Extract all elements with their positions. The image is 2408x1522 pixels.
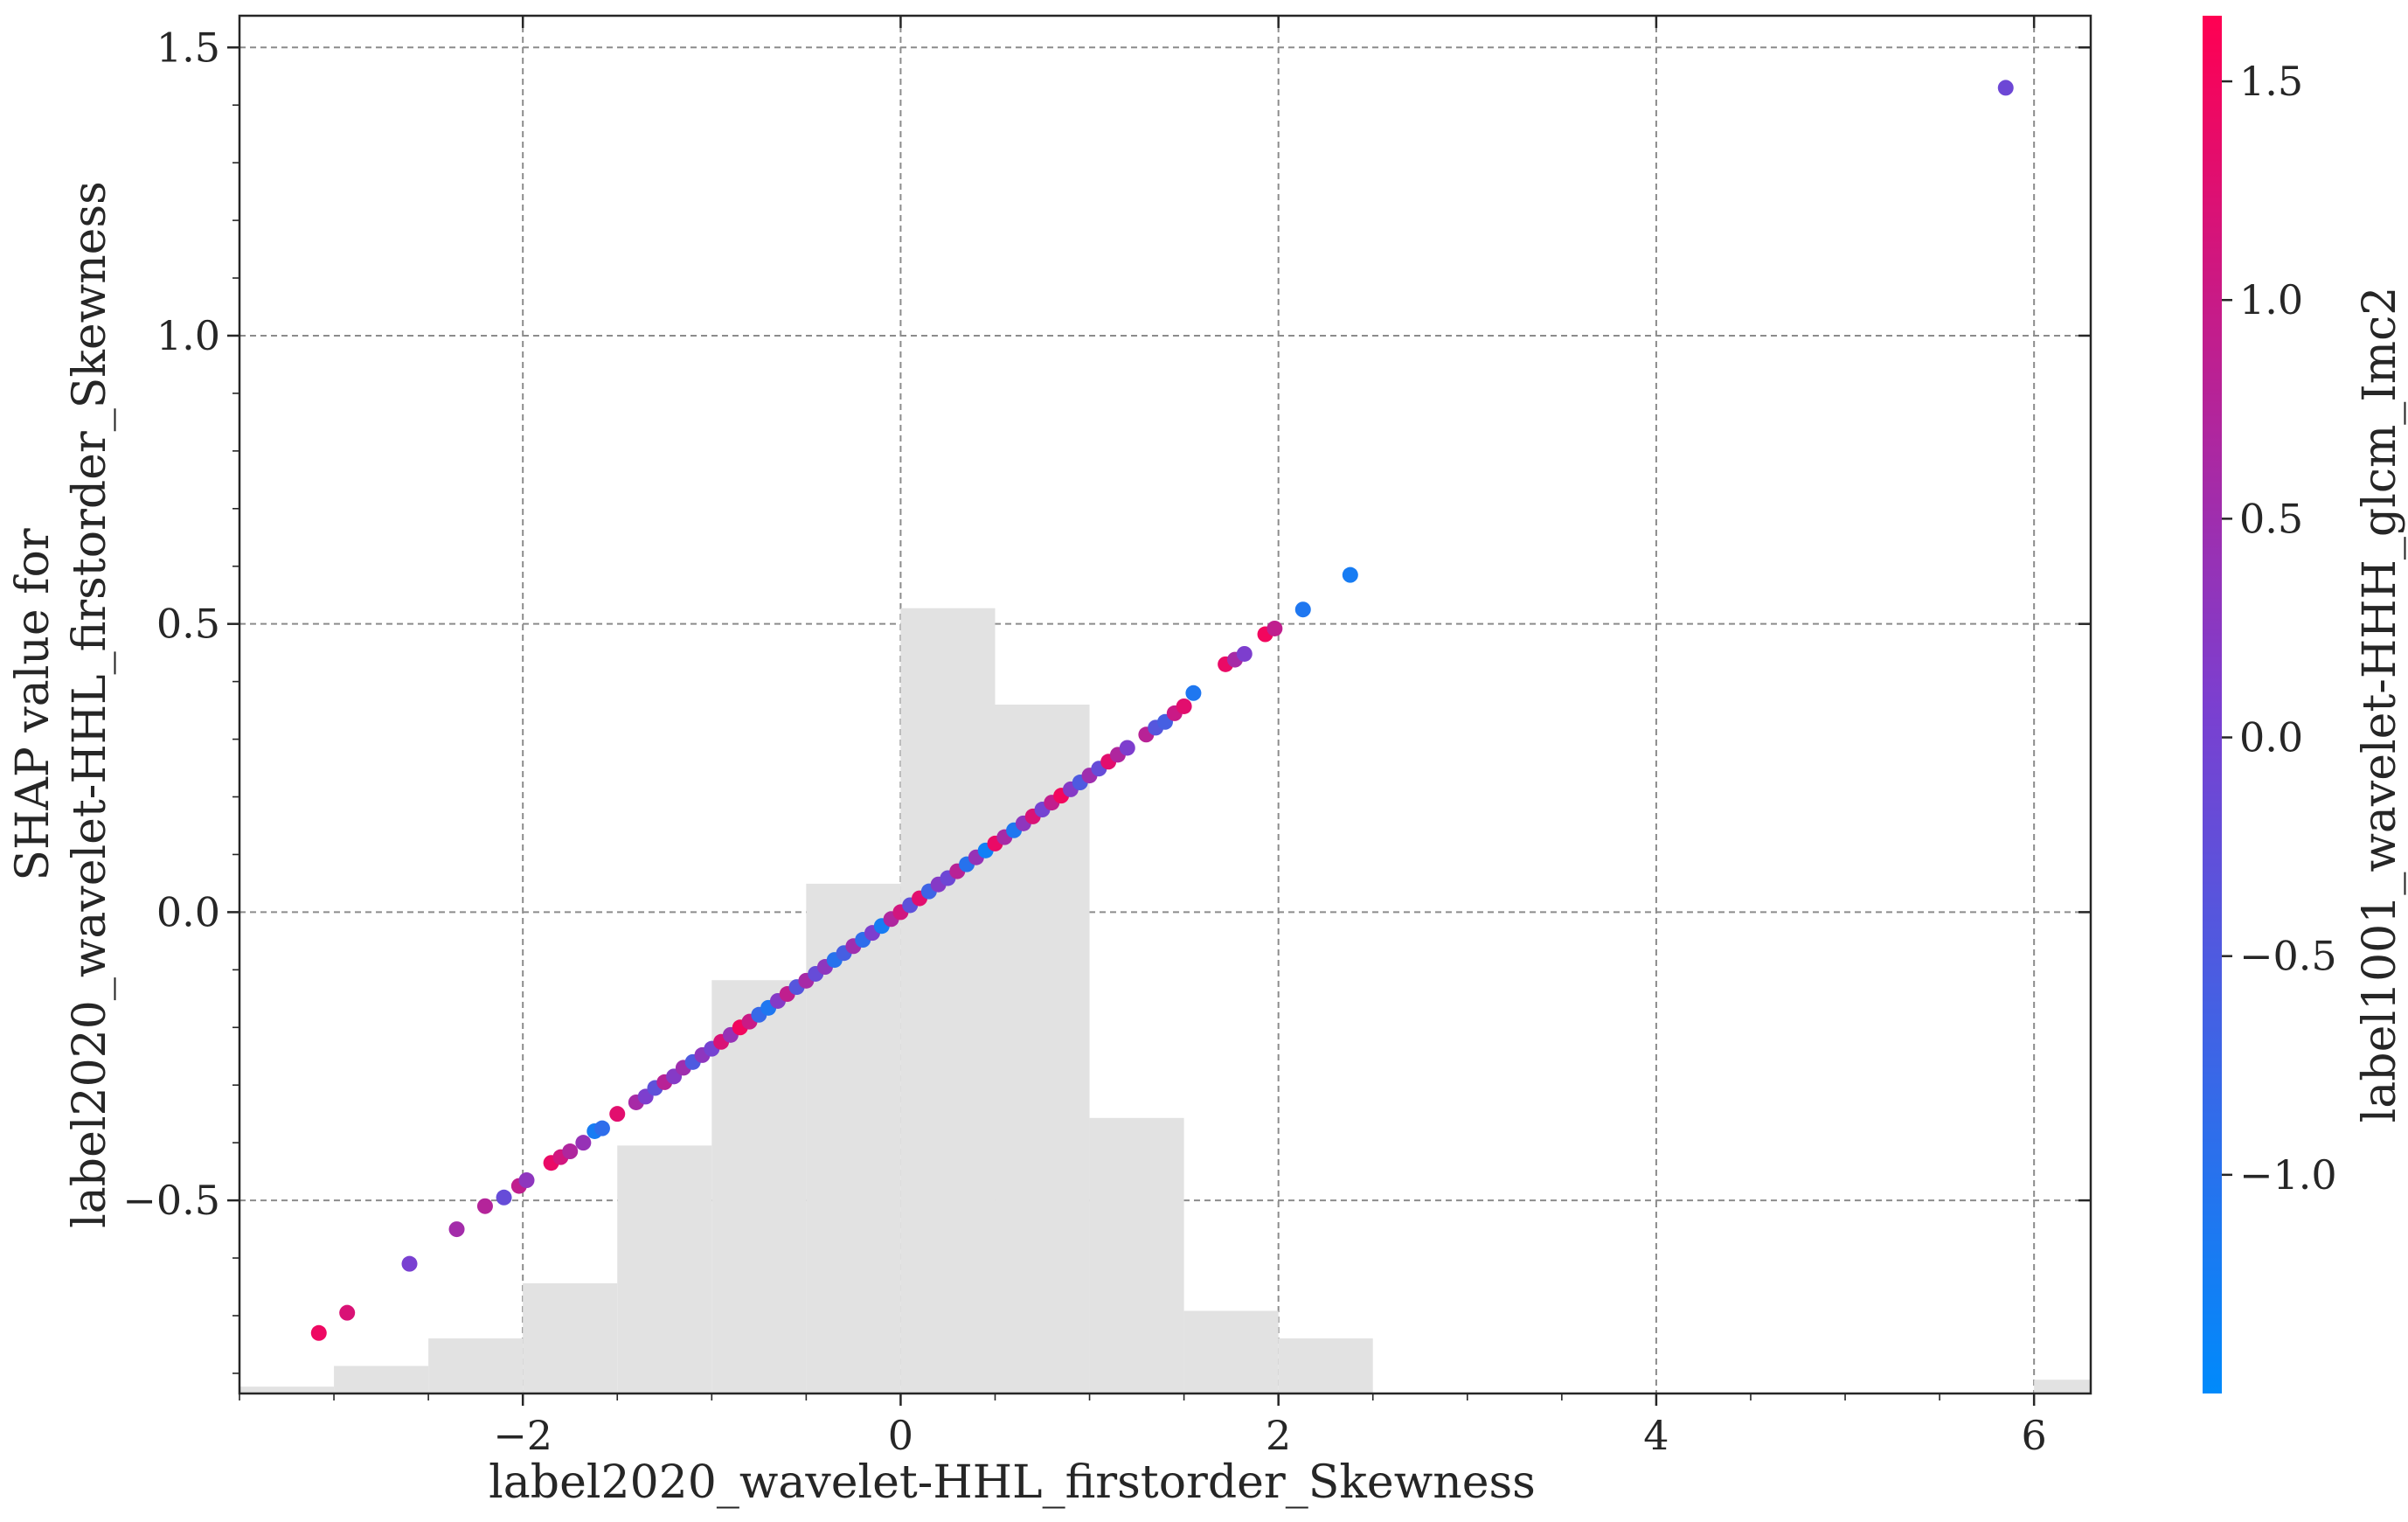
- histogram-bar: [711, 980, 807, 1393]
- data-point: [609, 1106, 626, 1122]
- colorbar-ticks: −1.0 −0.5 0.0 0.5 1.0 1.5: [2222, 58, 2337, 1199]
- data-point: [1266, 620, 1283, 636]
- histogram-bar: [2034, 1380, 2091, 1393]
- data-point: [339, 1304, 356, 1321]
- data-point: [562, 1143, 579, 1160]
- x-axis-label: label2020_wavelet-HHL_firstorder_Skewnes…: [489, 1456, 1536, 1509]
- histogram-bar: [1278, 1338, 1373, 1393]
- x-tick-label: 0: [888, 1412, 913, 1459]
- y-tick-label: 0.0: [156, 888, 220, 935]
- y-tick-label: 1.5: [156, 24, 220, 71]
- histogram-bar: [428, 1338, 524, 1393]
- data-point: [1294, 601, 1311, 618]
- data-point: [476, 1198, 493, 1214]
- x-tick-label: 2: [1266, 1412, 1291, 1459]
- histogram-bar: [806, 883, 901, 1393]
- colorbar: [2203, 16, 2222, 1393]
- y-tick-label: −0.5: [122, 1177, 220, 1224]
- histogram-bar: [1089, 1117, 1184, 1393]
- histogram-bar: [239, 1386, 335, 1393]
- x-tick-label: 4: [1643, 1412, 1669, 1459]
- data-point: [1176, 698, 1192, 714]
- y-axis-label-line1: SHAP value for: [7, 528, 59, 880]
- data-point: [496, 1189, 512, 1206]
- data-point: [1342, 566, 1358, 583]
- scatter-points: [310, 80, 2014, 1341]
- histogram-bar: [334, 1366, 429, 1393]
- data-point: [1236, 645, 1253, 662]
- colorbar-tick-label: 0.5: [2239, 495, 2303, 542]
- colorbar-tick-label: 1.0: [2239, 276, 2303, 323]
- colorbar-tick-label: 1.5: [2239, 58, 2303, 105]
- data-point: [593, 1120, 610, 1136]
- plot-area-frame: [238, 14, 2092, 1395]
- colorbar-tick-label: −1.0: [2239, 1151, 2337, 1199]
- colorbar-tick-label: −0.5: [2239, 933, 2337, 980]
- y-tick-label: 0.5: [156, 601, 220, 648]
- y-axis-label-line2: label2020_wavelet-HHL_firstorder_Skewnes…: [64, 181, 116, 1228]
- histogram-bar: [900, 608, 996, 1393]
- histogram-bar: [617, 1145, 712, 1393]
- data-point: [518, 1172, 535, 1189]
- data-point: [310, 1324, 327, 1341]
- x-tick-label: −2: [493, 1412, 552, 1459]
- data-point: [1997, 80, 2014, 96]
- histogram-bar: [995, 705, 1090, 1393]
- colorbar-tick-label: 0.0: [2239, 714, 2303, 761]
- colorbar-label: label1001_wavelet-HHH_glcm_Imc2: [2354, 287, 2406, 1123]
- y-axis-ticks: −0.5 0.0 0.5 1.0 1.5: [122, 24, 2091, 1374]
- data-point: [448, 1221, 465, 1238]
- histogram-bar: [523, 1282, 618, 1393]
- data-point: [1185, 685, 1202, 701]
- histogram-bar: [1183, 1310, 1279, 1393]
- x-axis-ticks: −2 0 2 4 6: [239, 16, 2047, 1459]
- x-tick-label: 6: [2022, 1412, 2047, 1459]
- data-point: [401, 1255, 418, 1272]
- y-tick-label: 1.0: [156, 312, 220, 359]
- data-point: [1119, 740, 1135, 756]
- data-point: [575, 1135, 592, 1151]
- feature-histogram: [239, 608, 2091, 1393]
